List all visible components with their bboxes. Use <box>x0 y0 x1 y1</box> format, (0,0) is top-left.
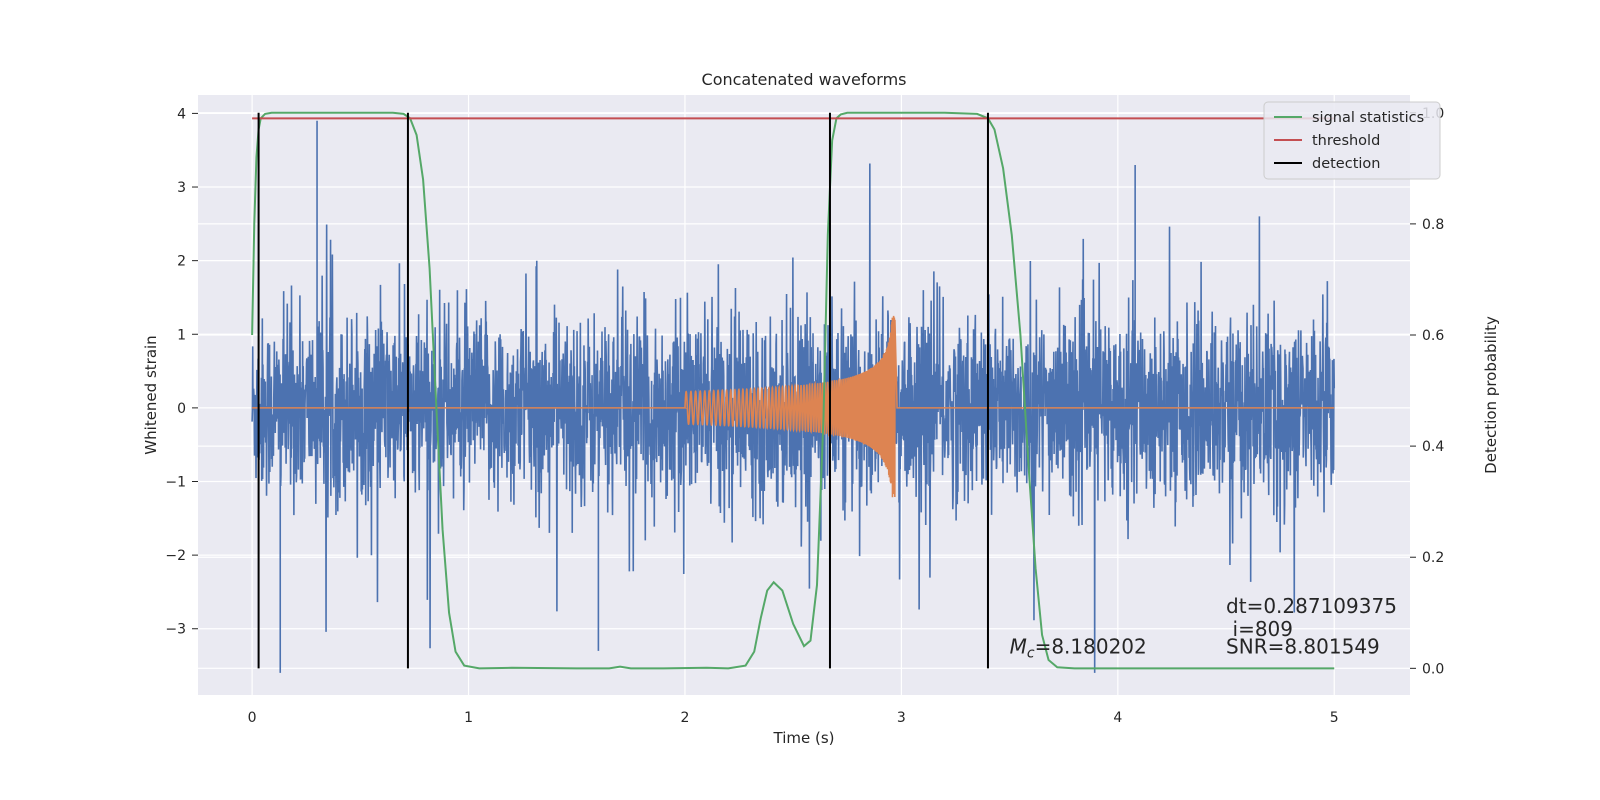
y-tick-label: 4 <box>177 106 186 122</box>
annotation-text: dt=0.287109375 <box>1226 594 1397 618</box>
signal-statistics-line <box>251 111 1335 670</box>
y-tick-label: −2 <box>165 548 186 564</box>
y-right-tick-label: 0.0 <box>1422 661 1444 677</box>
annotation-text: i=809 <box>1233 617 1294 641</box>
legend-box <box>1263 101 1441 180</box>
annotation-text: SNR=8.801549 <box>1226 634 1380 658</box>
y-right-tick-label: 0.2 <box>1422 550 1444 566</box>
y-tick-label: 0 <box>177 401 186 417</box>
x-tick-label: 5 <box>1330 710 1339 726</box>
x-tick-label: 3 <box>897 710 906 726</box>
y-tick-label: 1 <box>177 327 186 343</box>
y-right-tick-label: 0.6 <box>1422 328 1444 344</box>
series-layer <box>251 111 1336 673</box>
chirp-series-line <box>252 315 1335 498</box>
legend-label: signal statistics <box>1312 110 1424 126</box>
x-tick-label: 1 <box>464 710 473 726</box>
x-tick-label: 4 <box>1113 710 1122 726</box>
y-right-tick-label: 0.4 <box>1422 439 1444 455</box>
y-tick-label: −3 <box>165 622 186 638</box>
y-axis-label: Whitened strain <box>142 335 160 454</box>
y-right-tick-label: 0.8 <box>1422 217 1444 233</box>
x-axis-label: Time (s) <box>773 729 835 747</box>
legend: signal statistics threshold detection <box>1263 101 1441 180</box>
series-clip-group <box>251 111 1336 673</box>
legend-label: detection <box>1312 156 1380 172</box>
y-tick-label: −1 <box>165 475 186 491</box>
legend-label: threshold <box>1312 133 1380 149</box>
y-tick-label: 2 <box>177 254 186 270</box>
x-tick-label: 2 <box>681 710 690 726</box>
annotation-text: Mc=8.180202 <box>1010 634 1147 661</box>
x-tick-label: 0 <box>248 710 257 726</box>
chart-title: Concatenated waveforms <box>702 70 907 89</box>
y-tick-label: 3 <box>177 180 186 196</box>
y-axis-right-label: Detection probability <box>1482 316 1500 474</box>
